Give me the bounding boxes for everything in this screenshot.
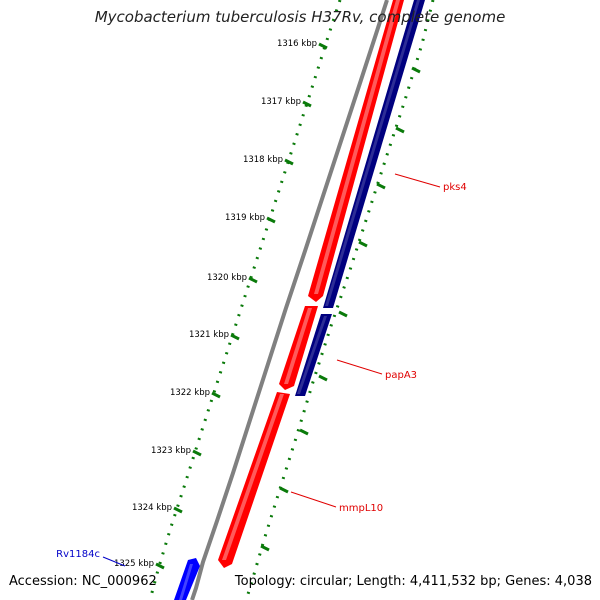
ruler-tick bbox=[302, 100, 312, 108]
outer-ring-tick bbox=[260, 544, 270, 552]
feature-label-rv1184c[interactable]: Rv1184c bbox=[56, 549, 100, 560]
accession-label: Accession: NC_000962 bbox=[9, 574, 157, 589]
ruler-tick-label: 1322 kbp bbox=[170, 388, 210, 398]
outer-ring-tick bbox=[411, 66, 421, 74]
ruler-tick-label: 1319 kbp bbox=[225, 213, 265, 223]
ruler-tick bbox=[266, 216, 276, 224]
genome-backbone bbox=[190, 0, 389, 600]
feature-label-papa3[interactable]: papA3 bbox=[385, 370, 417, 381]
outer-dotted-ring bbox=[244, 0, 435, 600]
ruler-tick-label: 1321 kbp bbox=[189, 330, 229, 340]
ruler-tick bbox=[211, 391, 221, 399]
outer-ring-tick bbox=[338, 310, 348, 318]
ruler-tick bbox=[155, 562, 165, 570]
ruler-tick bbox=[173, 506, 183, 514]
ruler-tick-label: 1316 kbp bbox=[277, 39, 317, 49]
feature-reverse-segment-1-highlight bbox=[325, 0, 420, 306]
feature-reverse-segment-2-highlight bbox=[297, 316, 327, 394]
ruler-tick bbox=[284, 158, 294, 166]
feature-callouts: pks4 papA3 mmpL10 Rv1184c bbox=[56, 173, 467, 567]
outer-ring-tick bbox=[358, 240, 368, 248]
other-strand-track bbox=[174, 558, 200, 600]
feature-callout-line bbox=[290, 491, 337, 508]
outer-ring-tick bbox=[318, 374, 328, 382]
feature-rv1184c-highlight bbox=[179, 564, 193, 600]
genome-summary: Topology: circular; Length: 4,411,532 bp… bbox=[234, 574, 592, 589]
feature-papA3-forward-highlight bbox=[284, 308, 312, 384]
feature-label-pks4[interactable]: pks4 bbox=[443, 182, 467, 193]
ruler-tick bbox=[248, 276, 258, 284]
ruler-tick-label: 1324 kbp bbox=[132, 503, 172, 513]
forward-strand-track bbox=[218, 0, 404, 568]
feature-callout-line bbox=[336, 359, 383, 375]
outer-ring-tick bbox=[279, 486, 289, 494]
reverse-strand-track bbox=[295, 0, 425, 396]
ruler-tick bbox=[318, 42, 328, 50]
feature-callout-line bbox=[394, 173, 441, 188]
outer-ring-tick bbox=[299, 428, 309, 436]
ruler-tick-label: 1320 kbp bbox=[207, 273, 247, 283]
ruler-tick-label: 1325 kbp bbox=[114, 559, 154, 569]
ruler-tick-label: 1317 kbp bbox=[261, 97, 301, 107]
feature-callout-line bbox=[102, 556, 126, 567]
feature-pks4-forward-highlight bbox=[314, 0, 400, 294]
page-title: Mycobacterium tuberculosis H37Rv, comple… bbox=[94, 8, 506, 26]
ruler: 1316 kbp 1317 kbp 1318 kbp 1319 kbp 1320 kbp… bbox=[114, 39, 421, 570]
ruler-tick bbox=[192, 449, 202, 457]
ruler-tick bbox=[230, 333, 240, 341]
ruler-tick-label: 1323 kbp bbox=[151, 446, 191, 456]
outer-ring-tick bbox=[376, 182, 386, 190]
feature-mmpL10-forward-highlight bbox=[222, 394, 284, 560]
outer-ring-tick bbox=[395, 126, 405, 134]
ruler-tick-label: 1318 kbp bbox=[243, 155, 283, 165]
feature-label-mmpl10[interactable]: mmpL10 bbox=[339, 503, 383, 514]
